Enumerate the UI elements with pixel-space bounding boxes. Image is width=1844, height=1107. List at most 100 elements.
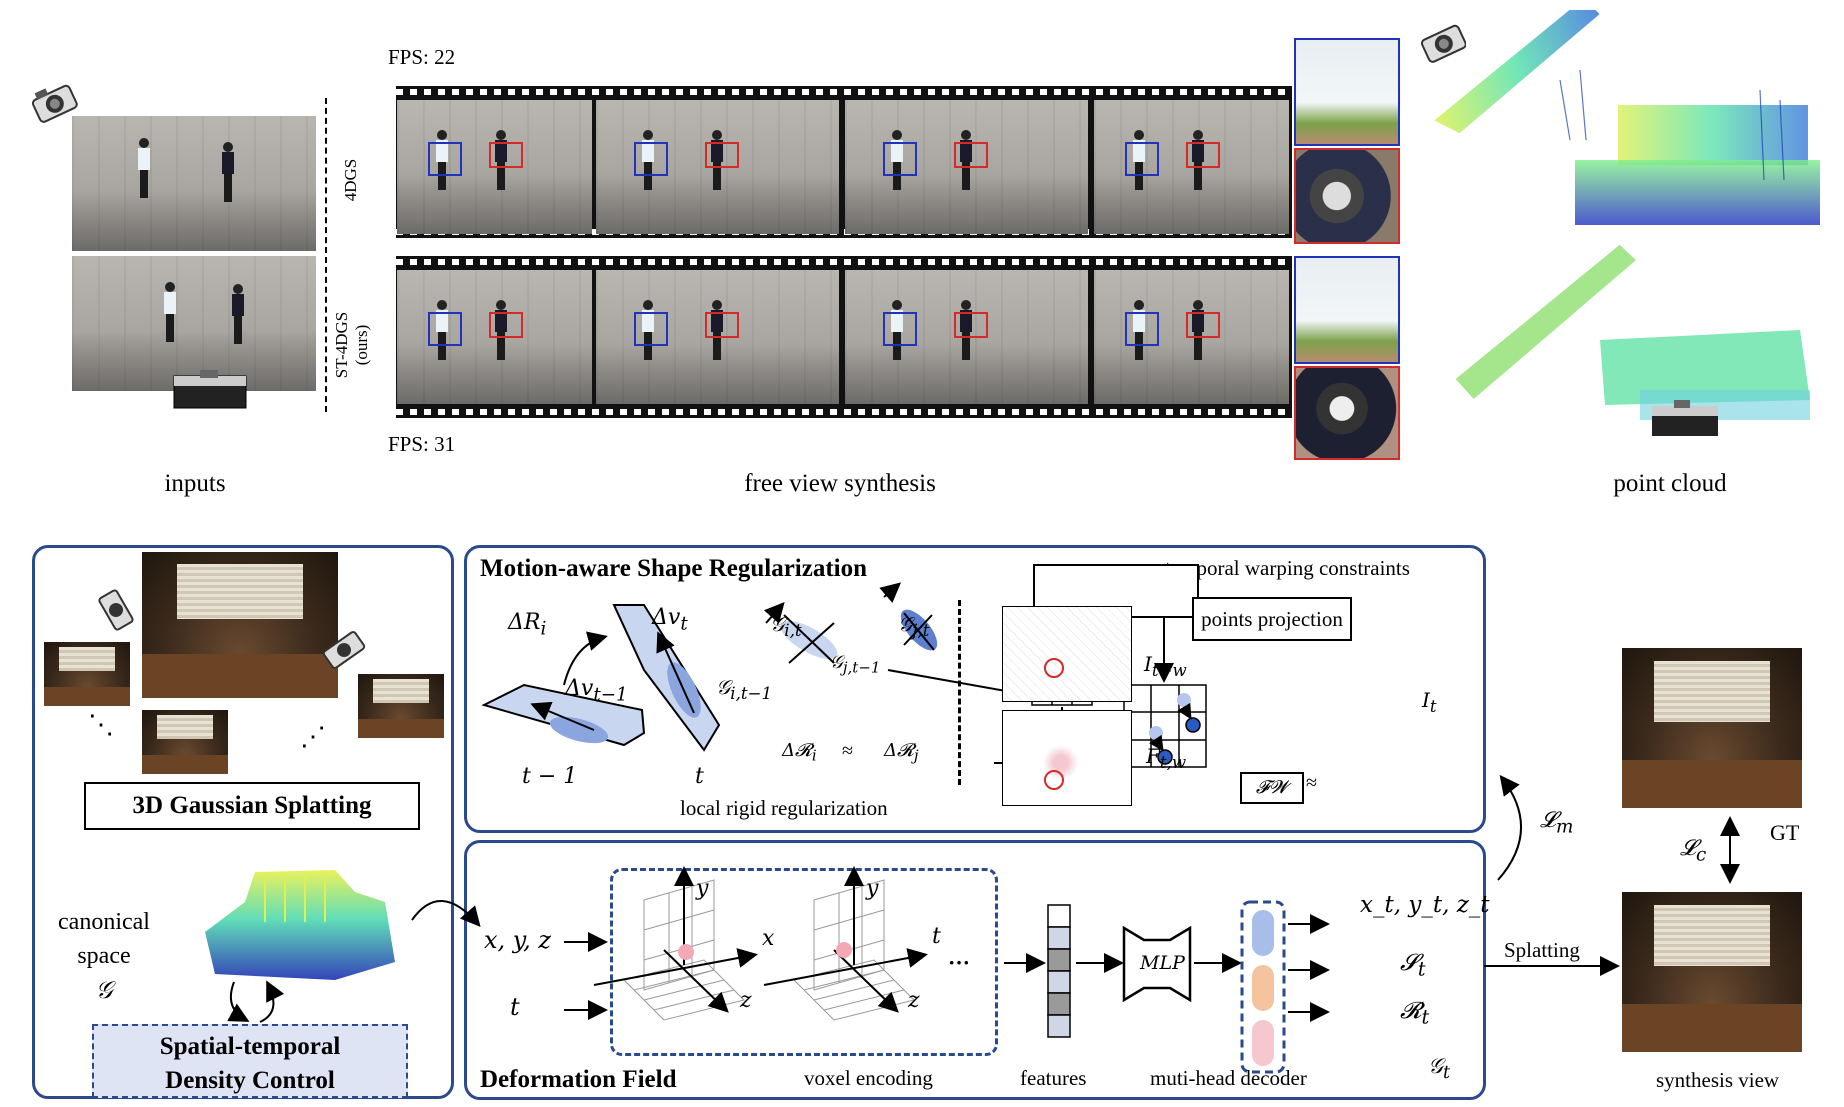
label-dv-t: Δvt <box>652 605 688 635</box>
output-G: 𝒢t <box>1428 1054 1450 1084</box>
label-approx: ≈ <box>842 740 853 762</box>
camera-icon-pc-bottom <box>1650 398 1720 438</box>
label-lrr: local rigid regularization <box>680 796 888 820</box>
bbox-blue <box>1125 312 1160 346</box>
crop-blue-bottom <box>1294 256 1400 364</box>
label-Lm: 𝓛m <box>1540 808 1574 838</box>
ellipsis-voxels: ··· <box>948 950 971 975</box>
label-gt: GT <box>1770 820 1800 845</box>
method-label-bottom: ST-4DGS (ours) <box>332 311 371 379</box>
label-G-itm1: 𝒢i,t−1 <box>716 675 773 703</box>
bbox-blue <box>1125 142 1160 176</box>
label-synthesis-view: synthesis view <box>1656 1068 1780 1092</box>
method-label-top: 4DGS <box>341 158 360 202</box>
input-xyz: x, y, z <box>484 926 552 954</box>
film-frame <box>845 100 1088 234</box>
bbox-blue <box>883 142 918 176</box>
camera-icon-scene-2 <box>322 628 366 672</box>
bbox-red <box>953 142 988 168</box>
label-approx2: ≈ <box>1306 772 1317 794</box>
fw-box-main: 𝓕𝓦 <box>1240 772 1304 804</box>
fps-bottom: FPS: 31 <box>388 432 456 456</box>
output-R: 𝓡t <box>1400 998 1430 1029</box>
gaussian-splatting-box: 3D Gaussian Splatting <box>84 782 420 830</box>
label-splatting: Splatting <box>1504 938 1580 962</box>
canonical-point-cloud <box>185 862 405 992</box>
label-Lc: 𝓛c <box>1680 836 1707 866</box>
ellipsis-left: ⋱ <box>88 710 114 739</box>
label-G-jt: 𝒢j,t <box>898 612 930 640</box>
film-frame <box>596 100 839 234</box>
label-t: t <box>695 764 704 789</box>
scene-image-main <box>142 552 338 698</box>
scene-image-right <box>358 674 444 738</box>
deformation-diagram <box>564 866 1330 1074</box>
input-t: t <box>510 993 520 1021</box>
ellipsis-right: ⋰ <box>300 722 326 751</box>
bbox-red <box>704 142 739 168</box>
axis-z1: z <box>740 988 752 1013</box>
divider-dashed <box>325 98 327 412</box>
axis-z2: z <box>908 988 920 1013</box>
scene-image-left <box>44 642 130 706</box>
sketch-image <box>1002 606 1132 702</box>
camera-icon-front <box>172 370 248 410</box>
label-decoder: muti-head decoder <box>1150 1066 1307 1090</box>
label-I-t: It <box>1422 688 1437 716</box>
film-frame <box>1094 270 1289 404</box>
bbox-red <box>1186 312 1221 338</box>
flow-image <box>1002 710 1132 806</box>
synthesis-image <box>1622 892 1802 1052</box>
caption-point-cloud: point cloud <box>1613 470 1727 497</box>
input-image-1 <box>72 116 316 251</box>
crop-red-bottom <box>1294 366 1400 460</box>
bbox-red <box>489 312 524 338</box>
deformation-title: Deformation Field <box>480 1066 677 1093</box>
msr-title: Motion-aware Shape Regularization <box>480 555 868 582</box>
label-G-it: 𝒢i,t <box>770 612 802 640</box>
output-S: 𝓢t <box>1400 950 1426 981</box>
film-frame <box>397 270 592 404</box>
bbox-red <box>489 142 524 168</box>
point-cloud-top <box>1400 0 1820 225</box>
mlp-label: MLP <box>1140 952 1185 974</box>
crop-red-top <box>1294 148 1400 244</box>
input-image-2 <box>72 256 316 391</box>
bbox-blue <box>634 142 669 176</box>
canonical-to-deform-arrow <box>411 900 481 928</box>
points-projection-box: points projection <box>1192 597 1352 641</box>
fps-top: FPS: 22 <box>388 45 456 69</box>
camera-icon-pc-top <box>1420 20 1467 64</box>
msr-panel <box>464 545 1486 833</box>
film-frame <box>596 270 839 404</box>
bbox-red <box>1186 142 1221 168</box>
bbox-red <box>953 312 988 338</box>
film-frame <box>845 270 1088 404</box>
label-t-minus-1: t − 1 <box>522 764 578 789</box>
label-approx-left: Δ𝓡i <box>782 740 817 765</box>
canonical-label: canonical space 𝒢 <box>58 909 150 1004</box>
red-circle-2 <box>1044 770 1064 790</box>
film-frame <box>397 100 592 234</box>
camera-icon-inputs <box>30 80 78 124</box>
label-F-tw: Ft,w <box>1146 744 1187 772</box>
label-G-jtm1: 𝒢j,t−1 <box>830 652 881 677</box>
lc-arrow <box>1720 816 1740 884</box>
camera-icon-scene-1 <box>96 588 136 632</box>
twc-label: temporal warping constraints <box>1165 556 1410 580</box>
right-arrows <box>1484 774 1730 976</box>
scene-image-mid <box>142 710 228 774</box>
output-xyz: x_t, y_t, z_t <box>1360 892 1490 918</box>
label-voxel-encoding: voxel encoding <box>804 1066 933 1090</box>
film-frame <box>1094 100 1289 234</box>
label-dv-tm1: Δvt−1 <box>565 676 628 706</box>
bbox-red <box>704 312 739 338</box>
bbox-blue <box>634 312 669 346</box>
bbox-blue <box>883 312 918 346</box>
voxel-box <box>610 868 998 1056</box>
gt-image <box>1622 648 1802 808</box>
caption-inputs: inputs <box>164 470 226 497</box>
bbox-blue <box>428 142 463 176</box>
axis-y1: y <box>696 876 709 901</box>
label-I-tw: It−w <box>1144 652 1187 680</box>
